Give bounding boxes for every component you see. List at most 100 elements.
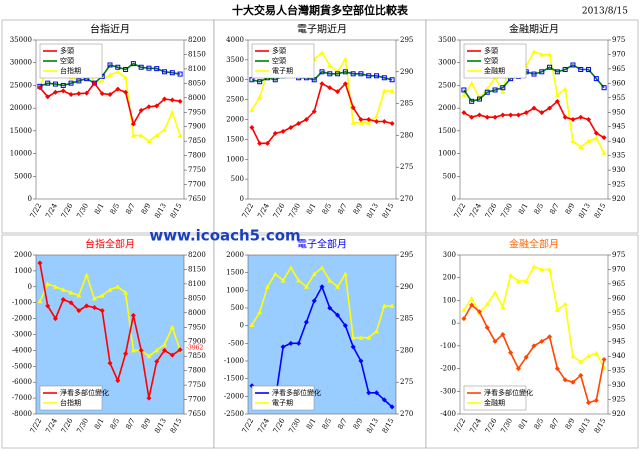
y-tick-label: 2500 — [226, 96, 244, 104]
marker — [257, 309, 263, 315]
marker — [601, 85, 607, 91]
marker — [374, 390, 380, 396]
y2-tick-label: 295 — [400, 36, 413, 44]
y2-tick-label: 290 — [400, 68, 413, 76]
legend-label: 多頭 — [484, 46, 498, 55]
y-tick-label: 0 — [28, 195, 32, 203]
marker — [554, 307, 560, 312]
marker — [115, 64, 121, 70]
y2-tick-label: 965 — [612, 280, 625, 288]
marker — [350, 71, 356, 77]
marker — [484, 325, 490, 331]
chart-title: 金融全部月 — [509, 238, 559, 251]
marker — [154, 359, 160, 365]
y2-tick-label: 280 — [400, 131, 413, 139]
marker — [547, 334, 553, 340]
marker — [492, 338, 498, 344]
marker — [107, 62, 113, 68]
marker — [389, 120, 395, 126]
marker — [508, 112, 514, 118]
y2-tick-label: 7700 — [188, 181, 206, 189]
chart-title: 電子全部月 — [297, 238, 347, 251]
marker — [177, 71, 183, 77]
marker — [570, 62, 576, 68]
marker — [319, 265, 325, 270]
y-tick-label: 500 — [443, 172, 456, 180]
y-tick-label: 0 — [240, 195, 244, 203]
marker — [461, 307, 467, 312]
marker — [162, 96, 168, 102]
y-tick-label: 3000 — [226, 76, 244, 84]
y2-tick-label: 275 — [400, 378, 413, 386]
y2-tick-label: 8050 — [188, 294, 206, 302]
marker — [138, 64, 144, 70]
marker — [257, 94, 263, 100]
y2-tick-label: 7900 — [188, 338, 206, 346]
marker — [562, 301, 568, 307]
marker — [249, 107, 255, 112]
marker — [130, 347, 136, 353]
marker — [76, 78, 82, 84]
marker — [374, 113, 380, 119]
y-tick-label: 300 — [443, 251, 456, 259]
y2-tick-label: 7750 — [188, 166, 206, 174]
y2-tick-label: 920 — [612, 410, 625, 418]
marker — [531, 343, 537, 349]
y-tick-label: 25000 — [10, 81, 32, 89]
marker — [123, 67, 129, 73]
marker — [554, 69, 560, 75]
y2-tick-label: 285 — [400, 100, 413, 108]
marker — [523, 278, 529, 284]
marker — [146, 395, 152, 401]
marker — [177, 98, 183, 104]
legend-label: 台指期 — [60, 398, 81, 407]
marker — [358, 120, 364, 125]
marker — [107, 287, 113, 292]
y2-tick-label: 935 — [612, 152, 625, 160]
y-tick-label: 30000 — [10, 59, 32, 67]
legend-label: 空頭 — [484, 56, 498, 65]
marker — [169, 109, 175, 115]
marker — [358, 335, 364, 340]
y-tick-label: 4000 — [226, 36, 244, 44]
marker — [303, 117, 309, 122]
y2-tick-label: 975 — [612, 251, 625, 259]
y-tick-label: -2500 — [224, 410, 244, 418]
marker — [146, 353, 152, 359]
y-tick-label: -4000 — [12, 346, 32, 354]
marker — [570, 379, 576, 385]
y-tick-label: 2500 — [438, 81, 456, 89]
y-tick-label: -100 — [440, 342, 456, 350]
y2-tick-label: 950 — [612, 323, 625, 331]
marker — [115, 284, 121, 289]
marker — [500, 112, 506, 118]
marker — [492, 290, 498, 295]
legend-label: 台指期 — [60, 66, 81, 75]
marker — [115, 69, 121, 74]
y-tick-label: -2000 — [12, 315, 32, 323]
y-tick-label: -400 — [440, 410, 456, 418]
marker — [327, 305, 333, 311]
marker — [123, 290, 129, 295]
marker — [162, 342, 168, 347]
y2-tick-label: 8100 — [188, 280, 206, 288]
marker — [37, 298, 43, 304]
marker — [586, 138, 592, 144]
y-tick-label: 1000 — [438, 150, 456, 158]
marker — [327, 277, 333, 283]
marker — [554, 98, 560, 104]
marker — [296, 120, 302, 126]
marker — [60, 88, 66, 94]
marker — [469, 114, 475, 120]
y-tick-label: 2000 — [438, 104, 456, 112]
y2-tick-label: 295 — [400, 251, 413, 259]
marker — [381, 303, 387, 308]
marker — [381, 397, 387, 403]
y2-tick-label: 920 — [612, 195, 625, 203]
y2-tick-label: 955 — [612, 309, 625, 317]
legend-label: 多頭 — [60, 46, 74, 55]
marker — [508, 350, 514, 356]
marker — [154, 132, 160, 138]
y-tick-label: -1000 — [224, 357, 244, 365]
marker — [593, 130, 599, 136]
